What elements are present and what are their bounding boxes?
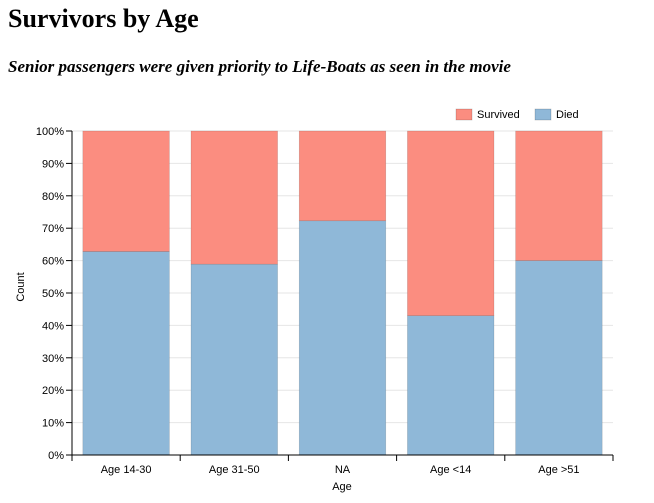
legend-label-died: Died — [556, 109, 579, 121]
page-subtitle: Senior passengers were given priority to… — [8, 57, 511, 76]
x-tick-label: Age 31-50 — [209, 464, 260, 476]
bar-died — [298, 220, 387, 456]
x-tick-label: NA — [335, 464, 351, 476]
y-tick-label: 50% — [42, 288, 64, 300]
bar-died — [407, 315, 495, 456]
legend-swatch-survived — [455, 108, 473, 121]
x-tick-label: Age <14 — [430, 464, 471, 476]
y-axis: 0% 10% 20% 30% 40% 50% 60% 70% 80% 90% 100% — [36, 126, 73, 462]
legend-label-survived: Survived — [477, 109, 520, 121]
bars — [82, 130, 603, 456]
bar-survived — [407, 130, 495, 316]
y-tick-label: 40% — [42, 320, 64, 332]
bar-survived — [82, 130, 170, 252]
x-tick-label: Age >51 — [538, 464, 579, 476]
legend-swatch-died — [534, 108, 552, 121]
y-axis-title: Count — [15, 272, 27, 301]
legend: Survived Died — [455, 108, 579, 121]
bar-died — [190, 263, 278, 456]
x-axis: Age 14-30 Age 31-50 NA Age <14 Age >51 — [71, 454, 614, 476]
bar-survived — [190, 130, 278, 265]
bar-survived — [298, 130, 387, 222]
bar-survived — [515, 130, 603, 261]
y-tick-label: 70% — [42, 223, 64, 235]
y-tick-label: 80% — [42, 191, 64, 203]
y-tick-label: 10% — [42, 418, 64, 430]
x-tick-label: Age 14-30 — [101, 464, 152, 476]
y-tick-label: 90% — [42, 158, 64, 170]
y-tick-label: 20% — [42, 385, 64, 397]
x-axis-title: Age — [332, 481, 352, 493]
page-title: Survivors by Age — [8, 4, 199, 33]
bar-died — [82, 251, 170, 456]
y-tick-label: 100% — [36, 126, 64, 138]
y-tick-label: 60% — [42, 256, 64, 268]
bar-died — [515, 260, 603, 456]
y-tick-label: 30% — [42, 353, 64, 365]
y-tick-label: 0% — [48, 450, 64, 462]
